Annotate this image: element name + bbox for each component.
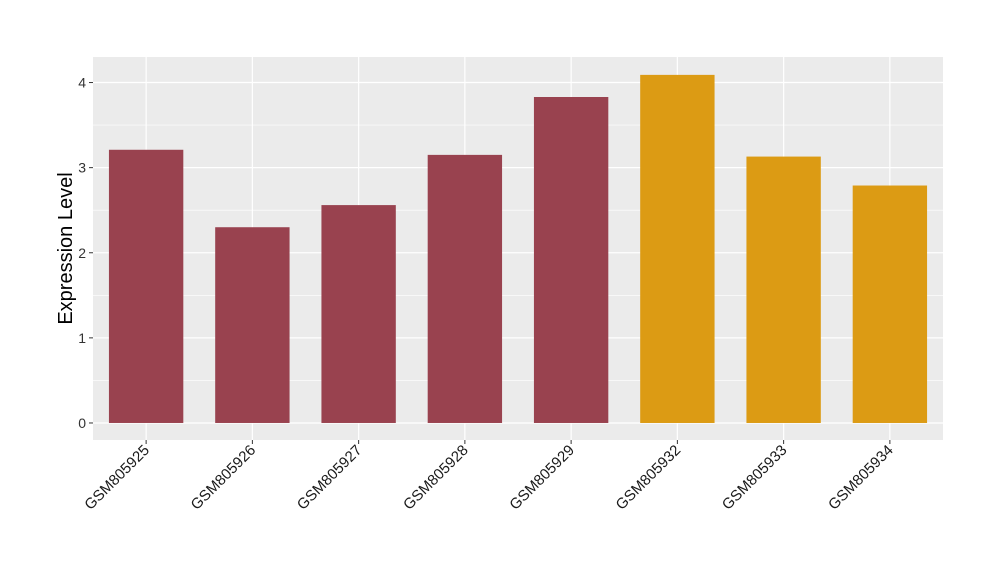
y-tick-label: 4 [78,75,86,91]
x-tick-label: GSM805925 [81,442,153,514]
x-tick-label: GSM805933 [719,442,791,514]
y-tick-label: 0 [78,415,86,431]
y-axis: 0 1 2 3 4 [78,75,93,431]
x-axis: GSM805925 GSM805926 GSM805927 GSM805928 GSM8… [81,440,897,514]
y-tick-label: 2 [78,245,86,261]
x-tick-label: GSM805927 [294,442,366,514]
bar-GSM805929 [533,97,609,423]
x-tick-label: GSM805932 [613,442,685,514]
y-axis-title: Expression Level [55,172,77,324]
bar-GSM805928 [427,154,503,423]
x-tick-label: GSM805929 [506,442,578,514]
bar-GSM805926 [215,227,290,423]
bar-GSM805927 [321,205,396,423]
y-tick-label: 3 [78,160,86,176]
x-tick-label: GSM805926 [188,442,260,514]
y-tick-label: 1 [78,330,86,346]
x-tick-label: GSM805928 [400,442,472,514]
bar-GSM805934 [852,185,928,423]
bar-GSM805933 [746,156,821,423]
bar-GSM805932 [640,74,715,423]
bar-GSM805925 [108,149,184,423]
x-tick-label: GSM805934 [825,442,897,514]
bars [108,74,928,423]
